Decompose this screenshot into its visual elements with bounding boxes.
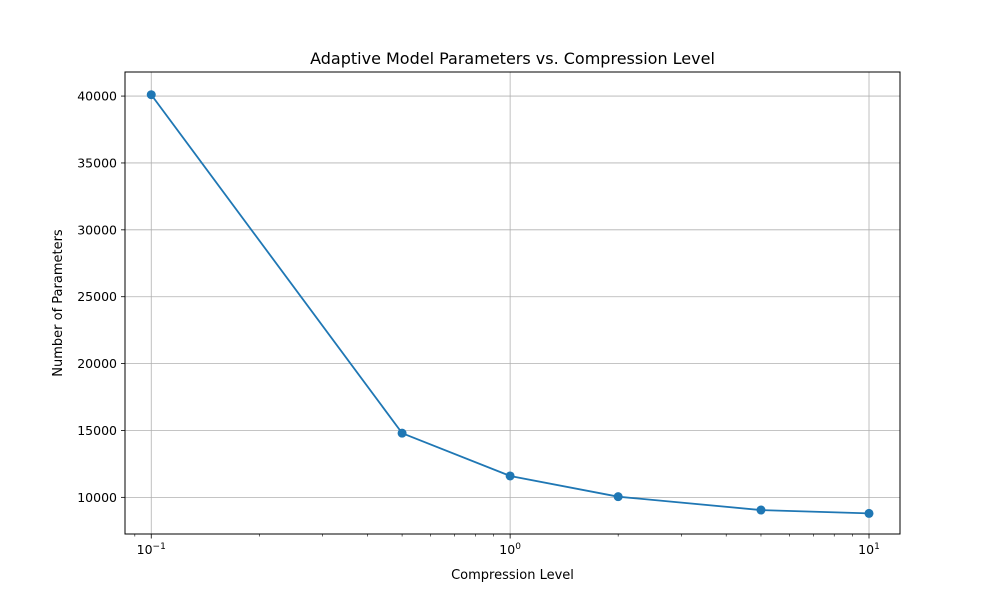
x-tick-label-base: 10 xyxy=(499,542,515,557)
x-tick-label-exponent: −1 xyxy=(153,542,166,552)
plot-area-frame xyxy=(124,71,901,535)
x-tick-label-base: 10 xyxy=(858,542,874,557)
grid-layer xyxy=(125,72,900,534)
data-point xyxy=(146,90,156,100)
y-tick-label: 15000 xyxy=(77,423,117,438)
data-point xyxy=(756,505,766,515)
y-tick-label: 35000 xyxy=(77,155,117,170)
data-point xyxy=(397,428,407,438)
y-tick-label: 40000 xyxy=(77,89,117,104)
y-tick-label: 25000 xyxy=(77,289,117,304)
y-axis-label: Number of Parameters xyxy=(51,229,66,377)
data-point xyxy=(505,471,515,481)
x-tick-label-exponent: 0 xyxy=(515,542,521,552)
x-tick-label-exponent: 1 xyxy=(874,542,880,552)
y-tick-label: 30000 xyxy=(77,222,117,237)
x-tick-label: 100 xyxy=(499,542,521,557)
series-line xyxy=(150,94,870,515)
data-point xyxy=(864,508,874,518)
x-tick-label-base: 10 xyxy=(137,542,153,557)
x-axis-label: Compression Level xyxy=(451,568,574,583)
x-tick-label: 10−1 xyxy=(137,542,166,557)
y-tick-label: 10000 xyxy=(77,490,117,505)
y-tick-label: 20000 xyxy=(77,356,117,371)
data-point xyxy=(613,492,623,502)
series-layer xyxy=(146,90,874,518)
chart-title: Adaptive Model Parameters vs. Compressio… xyxy=(310,49,715,68)
x-tick-label: 101 xyxy=(858,542,880,557)
